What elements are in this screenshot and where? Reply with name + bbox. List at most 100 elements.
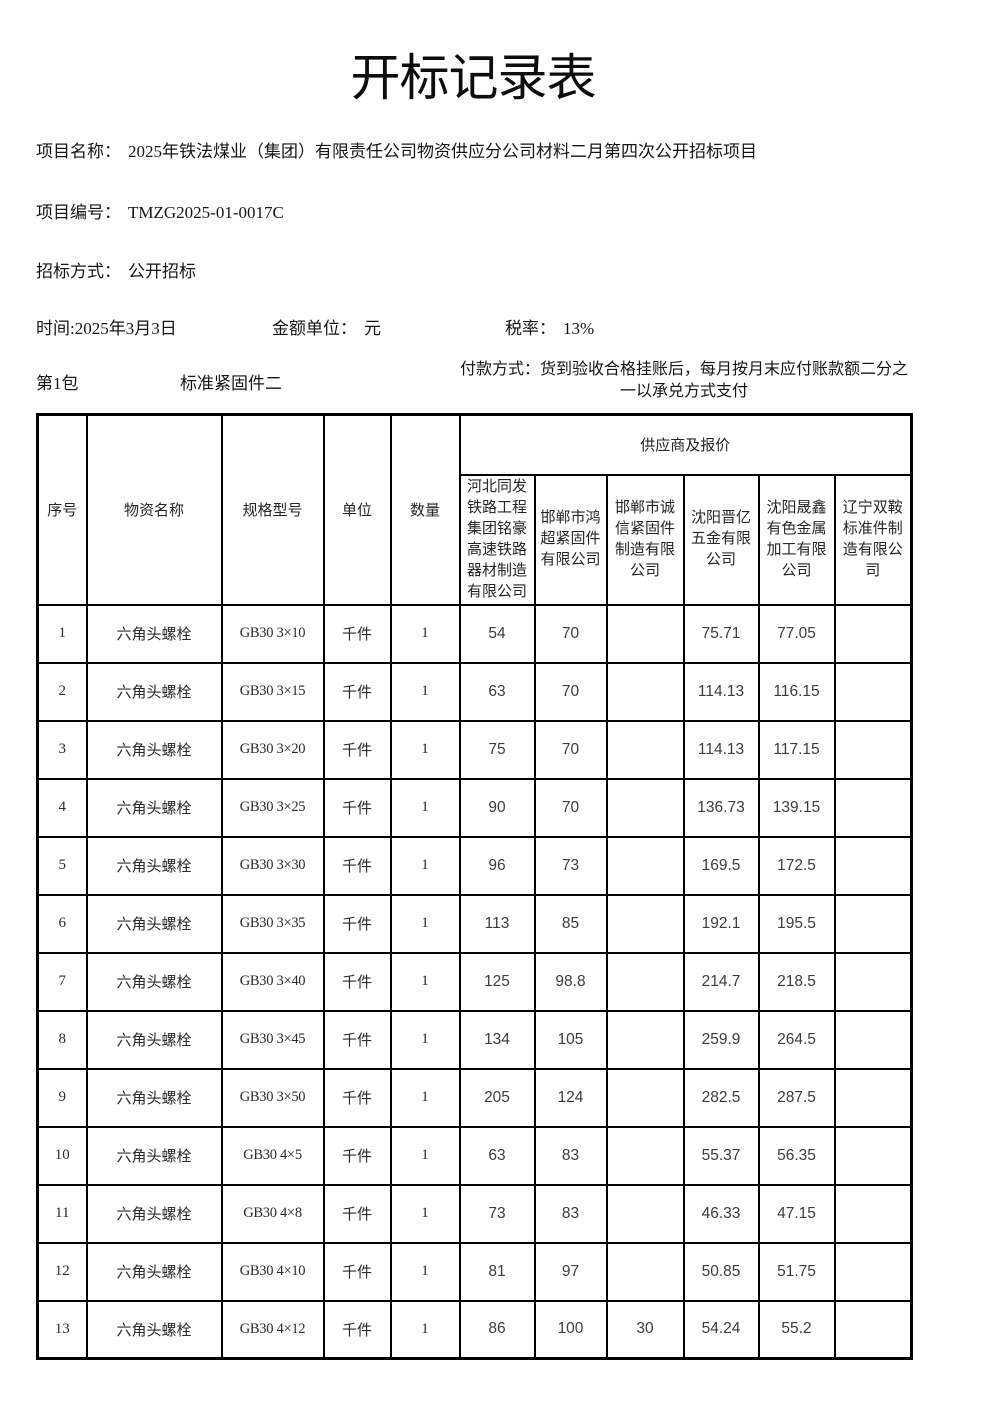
price-supplier-5: 117.15	[757, 719, 836, 780]
price-supplier-2: 83	[533, 1183, 608, 1244]
price-supplier-2: 100	[533, 1299, 608, 1360]
project-name-value: 2025年铁法煤业（集团）有限责任公司物资供应分公司材料二月第四次公开招标项目	[128, 142, 757, 161]
price-supplier-1: 205	[458, 1067, 536, 1128]
price-supplier-3	[605, 893, 685, 954]
bid-method-label: 招标方式：	[36, 262, 121, 281]
table-row: 6 六角头螺栓 GB30 3×35 千件 1 113 85 192.1 195.5	[36, 893, 913, 954]
unit: 千件	[322, 777, 392, 838]
page-title: 开标记录表	[350, 50, 597, 106]
table-row: 12 六角头螺栓 GB30 4×10 千件 1 81 97 50.85 51.75	[36, 1241, 913, 1302]
table-row: 5 六角头螺栓 GB30 3×30 千件 1 96 73 169.5 172.5	[36, 835, 913, 896]
price-supplier-1: 96	[458, 835, 536, 896]
quantity: 1	[389, 835, 461, 896]
price-supplier-6	[833, 777, 913, 838]
spec-model: GB30 3×15	[220, 661, 325, 722]
quantity: 1	[389, 1009, 461, 1070]
quantity: 1	[389, 1241, 461, 1302]
spec-model: GB30 3×25	[220, 777, 325, 838]
spec-model: GB30 3×45	[220, 1009, 325, 1070]
material-name: 六角头螺栓	[85, 1125, 223, 1186]
unit: 千件	[322, 1067, 392, 1128]
price-supplier-1: 63	[458, 1125, 536, 1186]
table-row: 7 六角头螺栓 GB30 3×40 千件 1 125 98.8 214.7 218.5	[36, 951, 913, 1012]
price-supplier-6	[833, 951, 913, 1012]
col-header-no: 序号	[36, 413, 88, 606]
spec-model: GB30 3×20	[220, 719, 325, 780]
spec-model: GB30 4×8	[220, 1183, 325, 1244]
price-supplier-5: 55.2	[757, 1299, 836, 1360]
price-supplier-1: 86	[458, 1299, 536, 1360]
row-no: 10	[36, 1125, 88, 1186]
payment-terms: 付款方式：货到验收合格挂账后，每月按月末应付账款额二分之一以承兑方式支付	[458, 359, 910, 403]
spec-model: GB30 3×40	[220, 951, 325, 1012]
material-name: 六角头螺栓	[85, 719, 223, 780]
package-number: 第1包	[36, 373, 79, 393]
supplier-header-5: 沈阳晟鑫有色金属加工有限公司	[757, 473, 836, 606]
price-supplier-1: 73	[458, 1183, 536, 1244]
material-name: 六角头螺栓	[85, 777, 223, 838]
project-code-label: 项目编号：	[36, 203, 121, 222]
supplier-header-2: 邯郸市鸿超紧固件有限公司	[533, 473, 608, 606]
table-row: 1 六角头螺栓 GB30 3×10 千件 1 54 70 75.71 77.05	[36, 603, 913, 664]
spec-model: GB30 3×50	[220, 1067, 325, 1128]
col-header-material: 物资名称	[85, 413, 223, 606]
time-field: 时间:2025年3月3日	[36, 317, 272, 341]
price-supplier-4: 169.5	[682, 835, 760, 896]
material-name: 六角头螺栓	[85, 1183, 223, 1244]
unit: 千件	[322, 893, 392, 954]
price-supplier-3	[605, 835, 685, 896]
price-supplier-6	[833, 893, 913, 954]
spec-model: GB30 3×10	[220, 603, 325, 664]
material-name: 六角头螺栓	[85, 893, 223, 954]
tax-rate-value: 13%	[563, 319, 595, 338]
price-supplier-4: 259.9	[682, 1009, 760, 1070]
price-supplier-4: 192.1	[682, 893, 760, 954]
price-supplier-2: 73	[533, 835, 608, 896]
price-supplier-1: 75	[458, 719, 536, 780]
payment-label: 付款方式：	[459, 361, 540, 378]
quantity: 1	[389, 661, 461, 722]
price-supplier-4: 114.13	[682, 719, 760, 780]
price-supplier-2: 70	[533, 603, 608, 664]
bid-table: 序号 物资名称 规格型号 单位 数量 供应商及报价 河北同发铁路工程集团铭豪高速…	[36, 413, 914, 1360]
price-supplier-2: 70	[533, 661, 608, 722]
price-supplier-6	[833, 1009, 913, 1070]
material-name: 六角头螺栓	[85, 1299, 223, 1360]
price-supplier-2: 70	[533, 777, 608, 838]
price-supplier-4: 136.73	[682, 777, 760, 838]
supplier-header-4: 沈阳晋亿五金有限公司	[682, 473, 760, 606]
time-value: 2025年3月3日	[74, 319, 177, 338]
bid-table-body: 1 六角头螺栓 GB30 3×10 千件 1 54 70 75.71 77.05 2 六角头螺栓 GB…	[36, 603, 913, 1360]
price-supplier-3	[605, 1241, 685, 1302]
table-row: 3 六角头螺栓 GB30 3×20 千件 1 75 70 114.13 117.15	[36, 719, 913, 780]
unit: 千件	[322, 603, 392, 664]
row-no: 12	[36, 1241, 88, 1302]
supplier-header-3: 邯郸市诚信紧固件制造有限公司	[605, 473, 685, 606]
price-supplier-6	[833, 1125, 913, 1186]
payment-terms-text: 货到验收合格挂账后，每月按月末应付账款额二分之一以承兑方式支付	[540, 361, 909, 400]
unit: 千件	[322, 719, 392, 780]
price-supplier-6	[833, 1241, 913, 1302]
price-supplier-2: 85	[533, 893, 608, 954]
quantity: 1	[389, 719, 461, 780]
price-supplier-2: 83	[533, 1125, 608, 1186]
material-name: 六角头螺栓	[85, 951, 223, 1012]
price-supplier-6	[833, 835, 913, 896]
price-supplier-1: 54	[458, 603, 536, 664]
project-name-label: 项目名称：	[36, 142, 121, 161]
table-row: 4 六角头螺栓 GB30 3×25 千件 1 90 70 136.73 139.15	[36, 777, 913, 838]
table-row: 10 六角头螺栓 GB30 4×5 千件 1 63 83 55.37 56.35	[36, 1125, 913, 1186]
material-name: 六角头螺栓	[85, 661, 223, 722]
unit: 千件	[322, 1009, 392, 1070]
col-header-unit: 单位	[322, 413, 392, 606]
quantity: 1	[389, 1067, 461, 1128]
price-supplier-3	[605, 1009, 685, 1070]
table-row: 11 六角头螺栓 GB30 4×8 千件 1 73 83 46.33 47.15	[36, 1183, 913, 1244]
package-name: 标准紧固件二	[180, 373, 282, 393]
price-supplier-4: 50.85	[682, 1241, 760, 1302]
quantity: 1	[389, 951, 461, 1012]
price-supplier-2: 105	[533, 1009, 608, 1070]
price-supplier-3	[605, 661, 685, 722]
price-supplier-1: 125	[458, 951, 536, 1012]
row-no: 8	[36, 1009, 88, 1070]
